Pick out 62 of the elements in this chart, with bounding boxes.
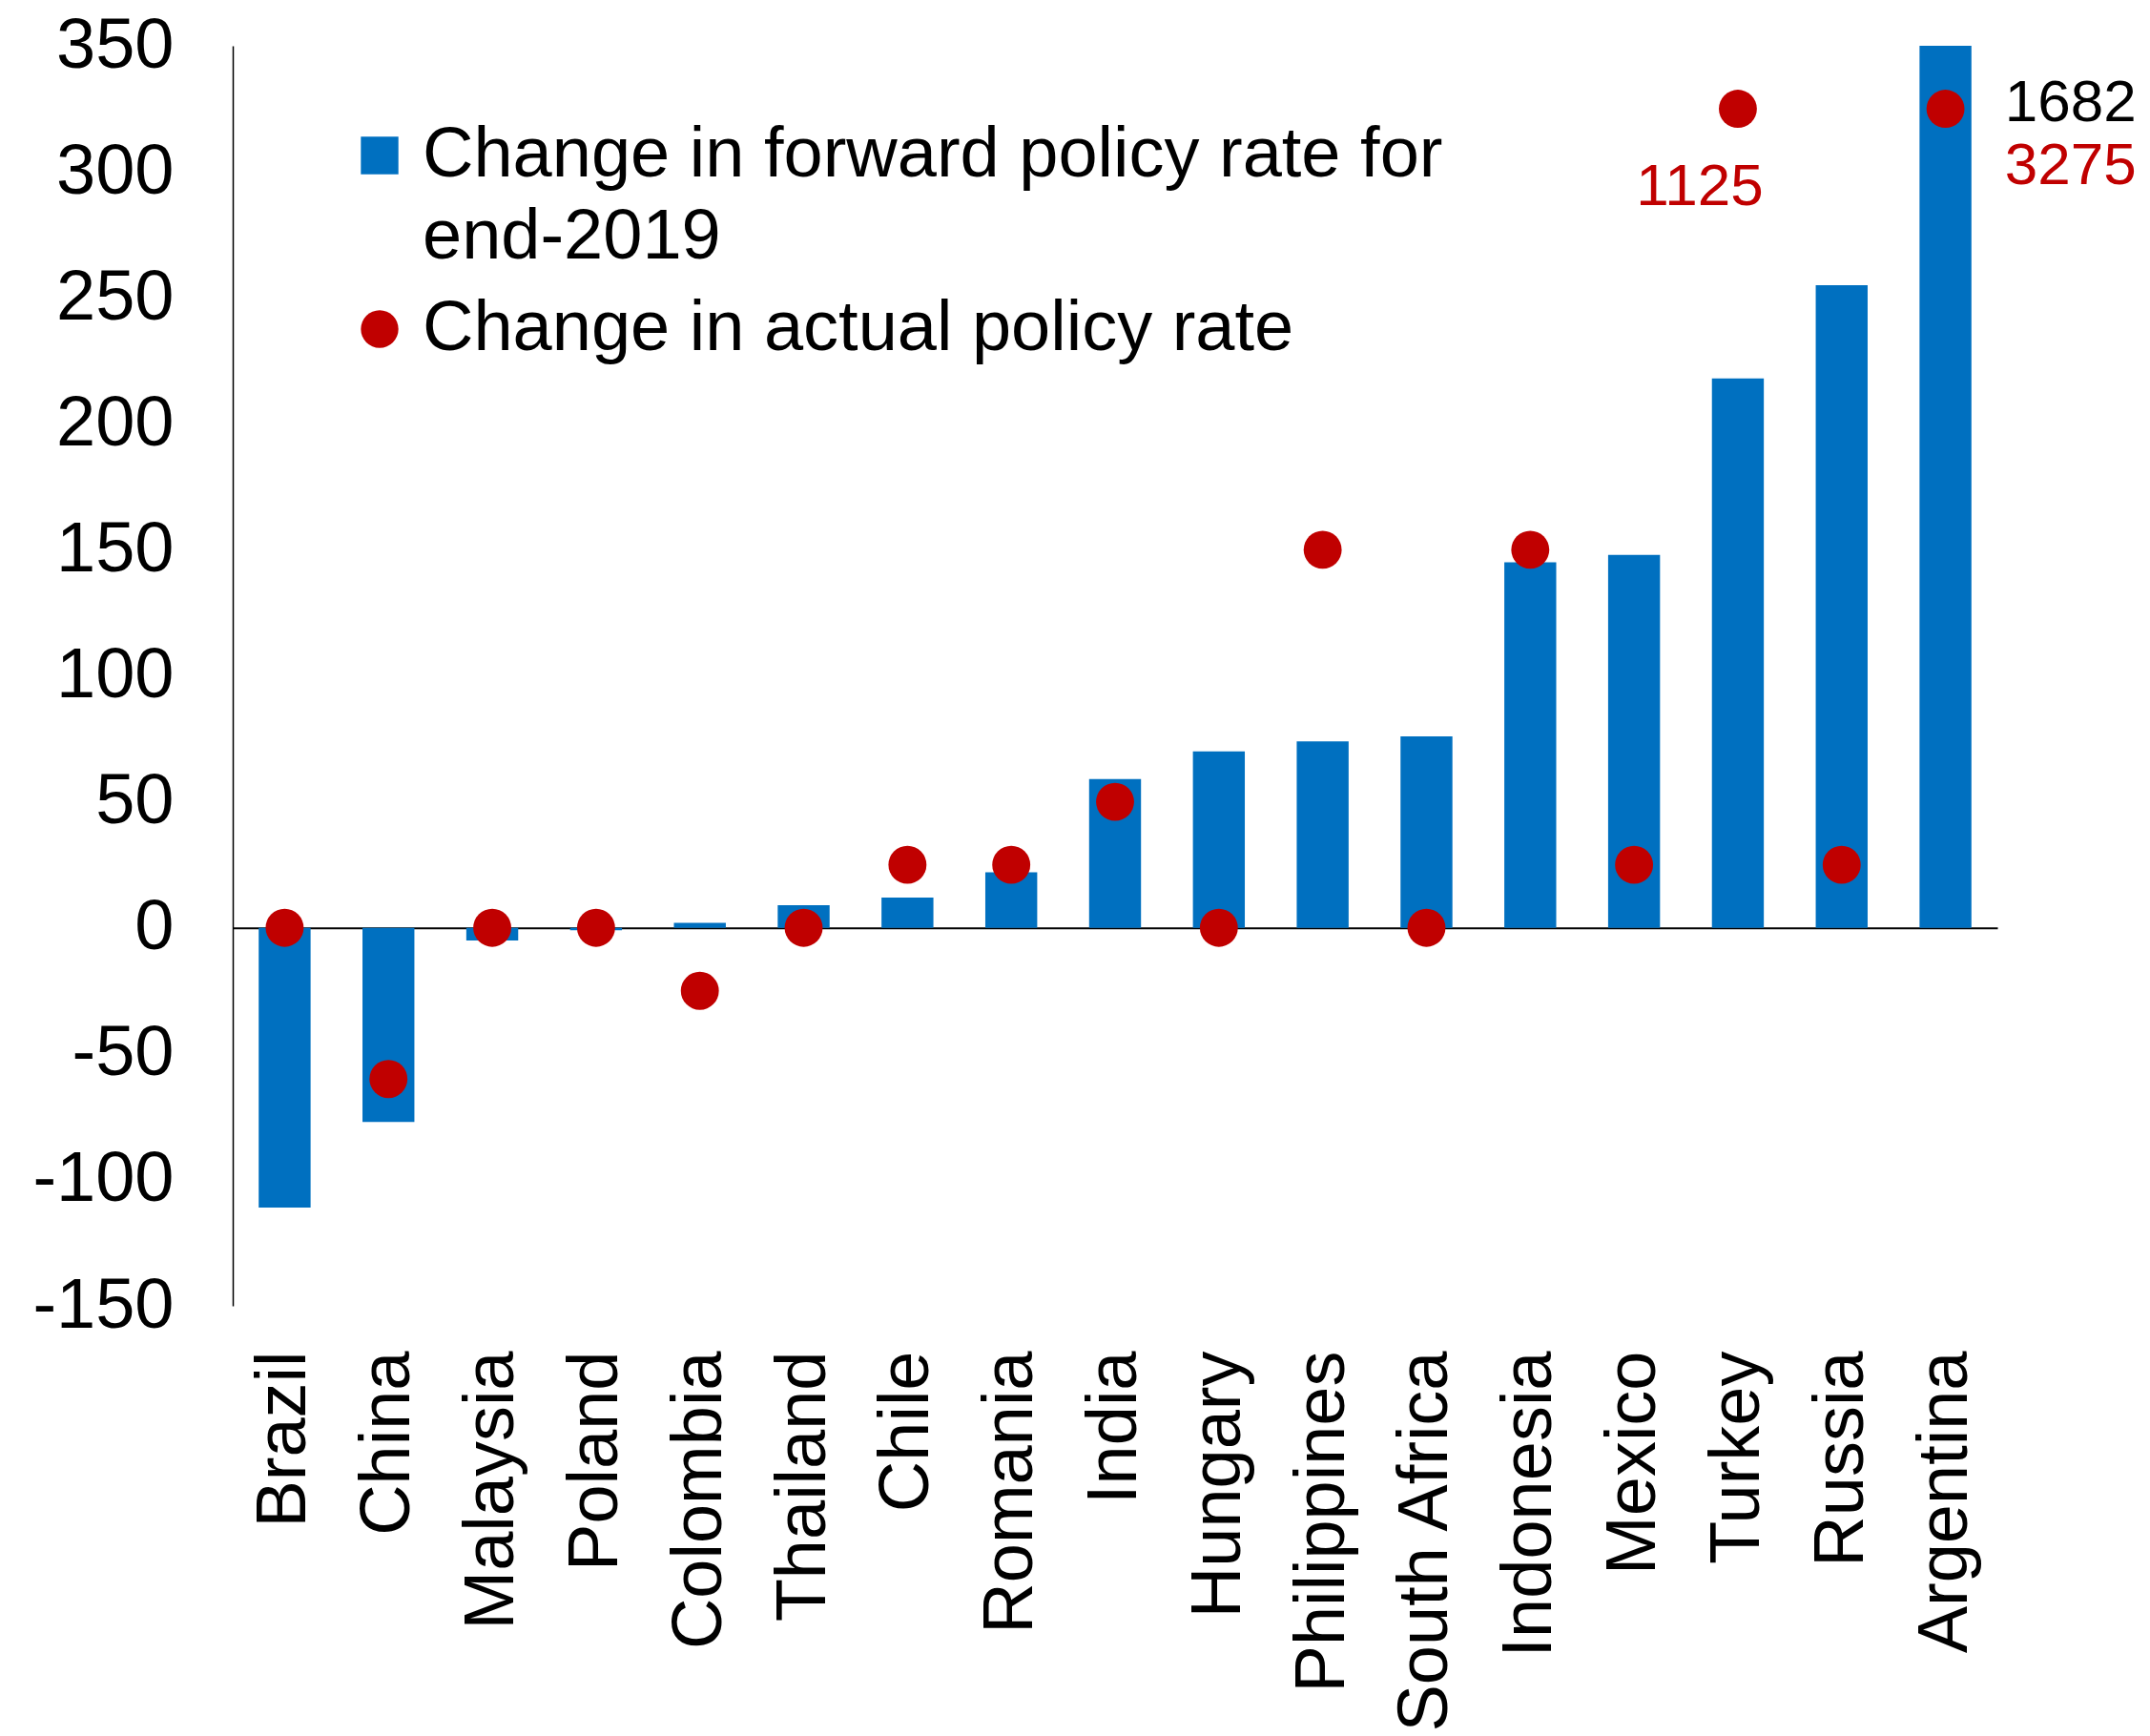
bar <box>258 927 311 1208</box>
x-tick-label: Poland <box>552 1351 632 1571</box>
x-tick-label: Philippines <box>1279 1351 1359 1693</box>
point <box>1719 90 1757 128</box>
legend-label: Change in forward policy rate for end-2019 <box>423 113 1443 274</box>
legend-label: Change in actual policy rate <box>423 286 1294 365</box>
x-tick-label: Malaysia <box>449 1350 529 1630</box>
x-tick-label: India <box>1072 1350 1151 1504</box>
point <box>992 845 1031 884</box>
point <box>784 908 823 947</box>
y-tick-label: 250 <box>56 255 175 335</box>
annotation: 1125 <box>1636 152 1764 218</box>
bar <box>673 922 726 928</box>
point <box>473 908 511 947</box>
y-tick-label: 0 <box>134 885 175 965</box>
point <box>576 908 615 947</box>
point <box>1199 908 1238 947</box>
point <box>888 845 927 884</box>
y-tick-label: -150 <box>32 1263 175 1343</box>
y-tick-label: -50 <box>72 1011 175 1091</box>
y-tick-label: 300 <box>56 129 175 209</box>
point <box>265 908 304 947</box>
bar <box>1296 741 1349 928</box>
y-tick-label: -100 <box>32 1137 175 1217</box>
annotation: 1682 <box>2004 68 2137 134</box>
y-tick-label: 200 <box>56 381 175 461</box>
point <box>369 1060 408 1099</box>
bar <box>1607 554 1661 928</box>
x-tick-label: China <box>345 1350 425 1536</box>
bar <box>1400 735 1453 928</box>
x-tick-label: Thailand <box>760 1351 840 1622</box>
x-tick-label: Chile <box>864 1351 944 1513</box>
bar <box>984 872 1038 928</box>
bar <box>881 898 934 928</box>
annotation: 3275 <box>2004 131 2137 197</box>
bar <box>1192 751 1246 928</box>
y-tick-label: 350 <box>56 3 175 83</box>
x-tick-label: Russia <box>1798 1350 1878 1567</box>
point <box>1407 908 1446 947</box>
point <box>680 971 719 1010</box>
bar <box>1504 562 1557 928</box>
bar <box>1919 46 1972 928</box>
y-tick-label: 100 <box>56 633 175 713</box>
x-tick-label: Hungary <box>1175 1351 1255 1619</box>
point <box>1615 845 1654 884</box>
x-tick-label: Romania <box>968 1350 1048 1634</box>
x-tick-label: South Africa <box>1383 1350 1463 1732</box>
point <box>1511 530 1550 569</box>
x-tick-label: Mexico <box>1591 1351 1671 1575</box>
x-tick-label: Indonesia <box>1487 1350 1567 1658</box>
bar <box>1815 284 1868 928</box>
bar <box>1711 378 1765 928</box>
point <box>1926 90 1965 128</box>
y-tick-label: 50 <box>95 759 175 839</box>
x-tick-label: Argentina <box>1902 1350 1982 1654</box>
x-tick-label: Brazil <box>241 1351 321 1528</box>
point <box>1822 845 1861 884</box>
x-tick-label: Turkey <box>1694 1351 1774 1564</box>
y-tick-label: 150 <box>56 506 175 587</box>
point <box>1096 782 1134 821</box>
x-tick-label: Colombia <box>656 1350 736 1650</box>
point <box>1303 530 1342 569</box>
